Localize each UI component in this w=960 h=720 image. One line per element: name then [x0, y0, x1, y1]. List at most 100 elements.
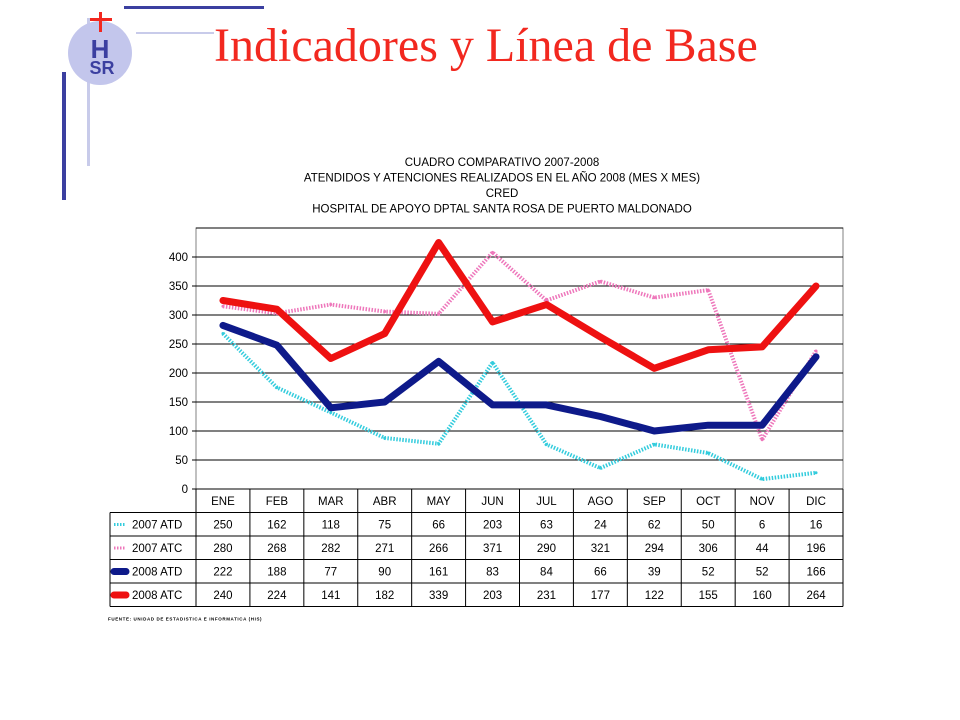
data-point — [760, 438, 764, 442]
slide-title: Indicadores y Línea de Base — [214, 19, 758, 72]
data-label: 62 — [648, 520, 661, 532]
data-label: 83 — [486, 567, 499, 579]
frame-line-vertical-inner — [87, 18, 90, 166]
data-point — [219, 297, 226, 304]
data-label: 188 — [267, 567, 286, 579]
data-table: ENE FEB MAR ABR MAY JUN JUL AGO SEP OCT NOV DIC 2007… — [109, 488, 844, 607]
data-point — [435, 239, 442, 246]
data-point — [381, 399, 388, 405]
data-point — [491, 250, 495, 254]
data-label: 84 — [540, 567, 553, 579]
data-label: 203 — [483, 520, 502, 532]
data-label: 122 — [645, 590, 664, 602]
chart-title-line: CUADRO COMPARATIVO 2007-2008 — [405, 157, 600, 169]
data-label: 141 — [321, 590, 340, 602]
chart-title-line: ATENDIDOS Y ATENCIONES REALIZADOS EN EL … — [304, 172, 700, 185]
data-point — [435, 358, 442, 365]
chart-title: CUADRO COMPARATIVO 2007-2008 ATENDIDOS Y … — [304, 157, 700, 216]
data-point — [705, 422, 712, 429]
data-point — [597, 413, 604, 420]
y-tick-label: 150 — [169, 397, 188, 409]
y-tick-label: 50 — [175, 455, 188, 467]
data-label: 268 — [267, 543, 286, 555]
data-point — [705, 346, 712, 353]
data-point — [329, 303, 333, 307]
data-label: 250 — [213, 520, 232, 532]
data-label: 160 — [753, 590, 772, 602]
data-label: 77 — [324, 567, 337, 579]
y-tick-label: 200 — [169, 368, 188, 380]
series-line-2008-atd — [219, 321, 820, 435]
y-tick-label: 300 — [169, 310, 188, 322]
x-tick-label: FEB — [266, 496, 289, 508]
data-point — [759, 422, 766, 429]
series-line-2007-atd — [221, 332, 817, 482]
data-label: 52 — [756, 567, 769, 579]
data-label: 44 — [756, 543, 769, 555]
x-tick-label: DIC — [806, 496, 826, 508]
legend-label: 2007 ATC — [132, 543, 182, 555]
logo-cross-vertical — [99, 12, 102, 32]
data-label: 264 — [806, 590, 826, 602]
y-tick-label: 0 — [182, 484, 188, 496]
data-point — [273, 342, 280, 349]
y-tick-label: 400 — [169, 252, 188, 264]
data-point — [813, 283, 820, 289]
logo-graphic: H SR — [68, 12, 132, 85]
frame-line-horizontal-top — [124, 6, 264, 9]
data-label: 63 — [540, 520, 553, 532]
data-label: 222 — [213, 567, 232, 579]
data-point — [543, 301, 550, 308]
data-label: 155 — [699, 590, 718, 602]
data-label: 339 — [429, 590, 448, 602]
x-tick-label: SEP — [643, 496, 666, 508]
data-label: 90 — [378, 567, 391, 579]
data-point — [275, 386, 279, 389]
x-tick-label: JUN — [481, 496, 503, 508]
data-point — [437, 442, 441, 446]
series-lines — [219, 239, 820, 482]
data-label: 321 — [591, 543, 610, 555]
data-label: 182 — [375, 590, 394, 602]
data-point — [273, 306, 280, 313]
logo-cross-horizontal — [90, 18, 112, 21]
data-label: 231 — [537, 590, 556, 602]
data-point — [706, 451, 710, 455]
data-point — [544, 442, 548, 446]
data-label: 240 — [213, 590, 232, 602]
data-point — [813, 353, 820, 360]
data-label: 177 — [591, 590, 610, 602]
data-point — [221, 304, 225, 308]
x-tick-label: MAY — [427, 496, 451, 508]
y-axis: 0 50 100 150 200 250 300 350 400 — [169, 252, 196, 496]
series-line-2008-atc — [219, 239, 820, 372]
x-tick-label: ABR — [373, 496, 397, 508]
chart-title-line: CRED — [486, 188, 519, 200]
x-tick-label: MAR — [318, 496, 344, 508]
data-point — [437, 312, 441, 316]
chart-title-line: HOSPITAL DE APOYO DPTAL SANTA ROSA DE PU… — [312, 204, 692, 216]
data-label: 266 — [429, 543, 448, 555]
data-point — [814, 349, 818, 353]
data-point — [221, 332, 225, 336]
x-tick-label: AGO — [588, 496, 614, 508]
data-point — [759, 343, 766, 350]
data-label: 66 — [432, 520, 445, 532]
data-point — [597, 334, 604, 341]
data-point — [652, 296, 656, 300]
data-point — [327, 404, 334, 411]
y-tick-label: 100 — [169, 426, 188, 438]
data-label: 50 — [702, 520, 715, 532]
data-label: 52 — [702, 567, 715, 579]
x-tick-label: JUL — [536, 496, 557, 508]
data-label: 282 — [321, 543, 340, 555]
data-label: 224 — [267, 590, 287, 602]
data-point — [327, 355, 334, 362]
x-tick-label: OCT — [696, 496, 720, 508]
data-point — [598, 466, 602, 470]
y-tick-label: 350 — [169, 281, 188, 293]
data-point — [598, 279, 602, 283]
data-label: 162 — [267, 520, 286, 532]
data-label: 161 — [429, 567, 448, 579]
logo-letters-sr: SR — [89, 58, 114, 78]
